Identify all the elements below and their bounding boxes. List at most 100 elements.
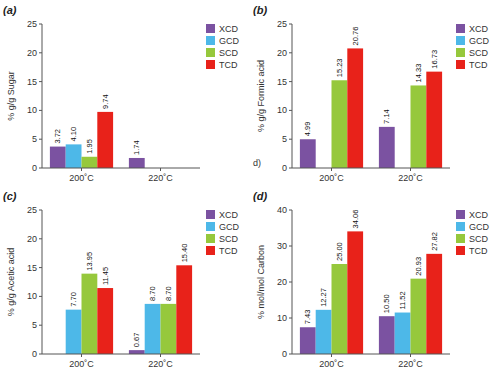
y-axis-label: % g/g Formic acid (256, 60, 266, 132)
panel: (c)% g/g Acetic acid05101520250.677.708.… (3, 190, 240, 369)
legend-swatch (456, 24, 465, 33)
data-label: 0.67 (132, 333, 141, 348)
legend: XCD GCD SCD TCD (456, 24, 490, 70)
y-tick-label: 20 (277, 277, 287, 287)
legend-label: GCD (469, 222, 490, 232)
data-label: 9.74 (101, 94, 110, 109)
data-label: 7.70 (69, 292, 78, 307)
data-label: 12.27 (319, 288, 328, 307)
legend-swatch (206, 36, 215, 45)
x-tick-label: 220˚C (398, 359, 423, 369)
x-axis-line (292, 354, 450, 355)
data-label: 11.45 (101, 267, 110, 285)
x-tick-label: 220˚C (148, 173, 173, 183)
legend-label: SCD (219, 48, 239, 58)
bars (300, 231, 442, 354)
x-tick-label: 200˚C (319, 359, 344, 369)
data-label: 20.76 (351, 27, 360, 46)
bar (50, 147, 66, 168)
bar (97, 288, 113, 354)
y-tick-label: 5 (32, 134, 37, 144)
data-label: 16.73 (430, 50, 439, 69)
bars (50, 112, 145, 168)
legend-swatch (456, 222, 465, 231)
bar (426, 254, 442, 354)
legend-swatch (206, 222, 215, 231)
x-tick-label: 220˚C (398, 173, 423, 183)
legend-label: XCD (469, 210, 489, 220)
bar (395, 313, 411, 354)
bar (145, 304, 161, 354)
panel-title: (b) (253, 4, 267, 16)
panel-title: (a) (3, 4, 17, 16)
bar (347, 48, 363, 168)
data-labels: 0.677.708.7013.958.7011.4515.40 (69, 244, 189, 348)
bar (379, 127, 395, 168)
bars (66, 265, 192, 354)
bar (411, 85, 427, 168)
y-tick-label: 30 (277, 241, 287, 251)
legend: XCDGCDSCDTCD (456, 210, 490, 256)
data-label: 15.23 (335, 58, 344, 77)
bar (82, 157, 98, 168)
legend-swatch (206, 24, 215, 33)
panel: (d)% mol/mol Carbon0102030407.4310.5012.… (253, 190, 490, 369)
y-tick-label: 15 (27, 263, 37, 273)
legend-swatch (456, 246, 465, 255)
legend: XCDGCDSCDTCD (206, 210, 240, 256)
legend-label: SCD (469, 234, 489, 244)
y-tick-label: 0 (32, 163, 37, 173)
y-tick-label: 20 (277, 48, 287, 58)
data-label: 10.50 (382, 294, 391, 313)
legend-label: SCD (469, 48, 489, 58)
data-label: 7.43 (303, 310, 312, 325)
y-tick-label: 5 (282, 134, 287, 144)
bar (129, 350, 145, 354)
data-label: 4.99 (303, 122, 312, 137)
bar (300, 139, 316, 168)
legend-swatch (206, 234, 215, 243)
bar (379, 316, 395, 354)
legend-label: GCD (469, 36, 490, 46)
x-tick-label: 220˚C (148, 359, 173, 369)
legend-label: XCD (469, 24, 489, 34)
panel-title: (c) (3, 190, 17, 202)
bar (161, 304, 177, 354)
legend-swatch (456, 210, 465, 219)
data-label: 20.93 (414, 257, 423, 276)
y-tick-label: 0 (282, 163, 287, 173)
panel-title: (d) (253, 190, 267, 202)
y-tick-label: 40 (277, 205, 287, 215)
data-label: 25.00 (335, 242, 344, 261)
panel: (a)% g/g Sugar05101520253.721.744.101.95… (3, 4, 240, 183)
data-label: 34.06 (351, 210, 360, 229)
y-tick-label: 25 (27, 205, 37, 215)
data-label: 15.40 (180, 244, 189, 263)
panel: (b)% g/g Formic acidd)05101520254.997.14… (253, 4, 490, 183)
bar (176, 265, 192, 354)
y-axis-line (292, 24, 293, 168)
legend-swatch (206, 48, 215, 57)
legend-label: TCD (219, 246, 238, 256)
legend-label: SCD (219, 234, 239, 244)
y-tick-label: 20 (27, 48, 37, 58)
bars (300, 48, 442, 168)
data-labels: 3.721.744.101.959.74 (53, 94, 141, 155)
legend-swatch (456, 234, 465, 243)
y-tick-label: 15 (27, 77, 37, 87)
x-tick-label: 200˚C (69, 359, 94, 369)
y-tick-label: 10 (277, 313, 287, 323)
y-tick-label: 5 (32, 320, 37, 330)
data-label: 4.10 (69, 127, 78, 142)
data-label: 27.82 (430, 232, 439, 251)
legend-label: TCD (469, 60, 488, 70)
y-tick-label: 0 (282, 349, 287, 359)
data-label: 8.70 (164, 286, 173, 301)
legend: XCDGCDSCDTCD (206, 24, 240, 70)
y-tick-label: 10 (277, 105, 287, 115)
data-label: 13.95 (85, 252, 94, 271)
y-tick-label: 25 (27, 19, 37, 29)
bar (332, 80, 348, 168)
y-axis-line (292, 210, 293, 354)
bar (66, 144, 82, 168)
